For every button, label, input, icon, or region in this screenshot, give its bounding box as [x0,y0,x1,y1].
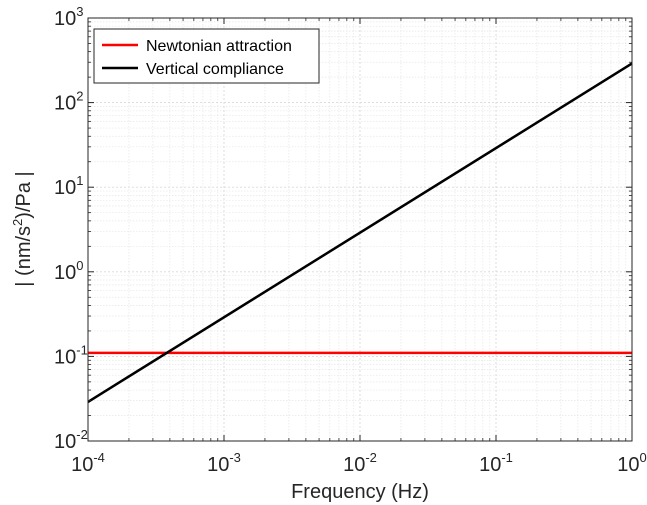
y-tick-label-base: 10 [54,431,76,453]
y-tick-label-exponent: -2 [76,427,88,442]
x-tick-label: 10-3 [207,450,241,476]
x-tick-label-base: 10 [207,454,229,476]
y-tick-label: 101 [54,173,83,199]
legend-box [93,28,320,84]
y-axis-label-superscript: 2 [10,219,25,226]
x-tick-label: 10-4 [71,450,105,476]
x-tick-label: 10-2 [343,450,377,476]
y-axis-label-tail: )/Pa | [13,171,35,218]
y-tick-label-base: 10 [54,93,76,115]
x-tick-label-base: 10 [343,454,365,476]
y-tick-label-base: 10 [54,262,76,284]
minor-grid [88,18,632,441]
y-tick-label: 10-2 [54,427,88,453]
x-tick-label-base: 10 [479,454,501,476]
legend-label-newtonian: Newtonian attraction [146,38,292,55]
y-tick-label-exponent: 1 [76,173,83,188]
y-tick-label-base: 10 [54,8,76,30]
y-tick-label: 103 [54,4,83,30]
x-tick-label-exponent: 0 [640,450,647,465]
x-tick-labels: 10-4 10-3 10-2 10-1 100 [71,450,647,476]
series-layer [87,62,633,403]
y-tick-label-exponent: 0 [76,258,83,273]
y-tick-label: 100 [54,258,83,284]
legend-label-vertical: Vertical compliance [146,61,284,78]
x-tick-label-base: 10 [617,454,639,476]
y-axis-label: | (nm/s2)/Pa | [10,171,35,286]
x-tick-label-exponent: -1 [501,450,513,465]
y-tick-label: 102 [54,89,83,115]
x-tick-label-exponent: -4 [93,450,105,465]
legend: Newtonian attraction Vertical compliance [93,28,320,84]
series-line-vertical [87,62,633,403]
x-tick-label-base: 10 [71,454,93,476]
x-tick-label-exponent: -3 [229,450,241,465]
y-tick-label: 10-1 [54,342,88,368]
x-tick-label: 100 [617,450,646,476]
x-tick-label-exponent: -2 [365,450,377,465]
x-axis-label: Frequency (Hz) [291,481,429,503]
y-axis-label-main: | (nm/s [13,226,35,287]
x-tick-label: 10-1 [479,450,513,476]
y-tick-label-base: 10 [54,346,76,368]
y-tick-label-base: 10 [54,177,76,199]
axis-ticks [87,17,633,442]
y-tick-label-exponent: -1 [76,342,88,357]
y-tick-label-exponent: 3 [76,4,83,19]
y-tick-label-exponent: 2 [76,89,83,104]
